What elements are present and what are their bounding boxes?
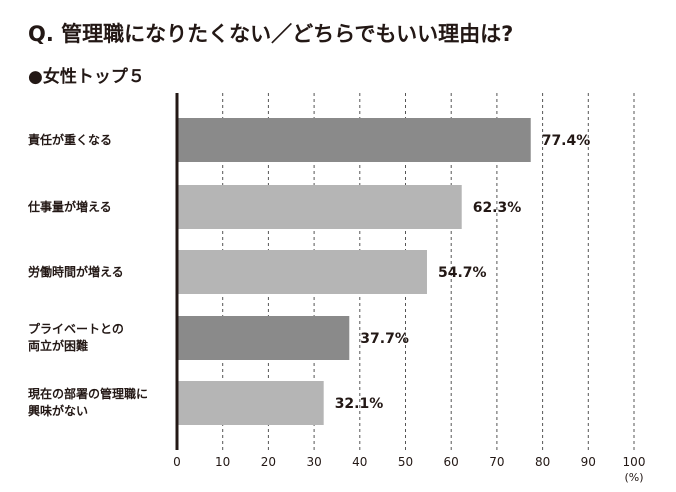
category-label-line: 労働時間が増える: [28, 264, 124, 279]
category-label-line: 仕事量が増える: [28, 199, 112, 214]
category-label-line: 両立が困難: [28, 339, 89, 353]
category-label-line: 興味がない: [28, 404, 89, 418]
bar: [177, 250, 427, 294]
bar: [177, 316, 350, 360]
x-tick-label: 100: [623, 455, 646, 469]
x-tick-label: 50: [398, 455, 413, 469]
bar: [177, 118, 531, 162]
chart-title: Q. 管理職になりたくない／どちらでもいい理由は?: [28, 22, 514, 46]
x-tick-label: 80: [535, 455, 550, 469]
category-label: 労働時間が増える: [28, 264, 124, 281]
x-unit-label: (%): [624, 471, 643, 484]
category-label: 現在の部署の管理職に 興味がない: [28, 386, 148, 420]
category-label: 仕事量が増える: [28, 199, 112, 216]
value-label: 32.1%: [335, 396, 384, 412]
bar: [177, 185, 462, 229]
x-tick-label: 60: [444, 455, 459, 469]
chart-subtitle: ●女性トップ５: [28, 67, 145, 87]
category-label-line: 現在の部署の管理職に: [28, 387, 149, 401]
x-tick-label: 90: [581, 455, 596, 469]
x-tick-label: 20: [261, 455, 276, 469]
x-tick-label: 10: [215, 455, 230, 469]
category-label: 責任が重くなる: [28, 132, 112, 149]
value-label: 77.4%: [542, 133, 591, 149]
category-label-line: プライベートとの: [28, 322, 124, 336]
x-tick-label: 30: [306, 455, 321, 469]
value-label: 54.7%: [438, 265, 487, 281]
x-tick-label: 70: [489, 455, 504, 469]
value-label: 62.3%: [473, 200, 522, 216]
bar: [177, 381, 324, 425]
x-tick-label: 0: [173, 455, 181, 469]
value-label: 37.7%: [360, 331, 409, 347]
category-label-line: 責任が重くなる: [28, 132, 113, 147]
category-label: プライベートとの 両立が困難: [28, 321, 124, 355]
x-tick-label: 40: [352, 455, 367, 469]
